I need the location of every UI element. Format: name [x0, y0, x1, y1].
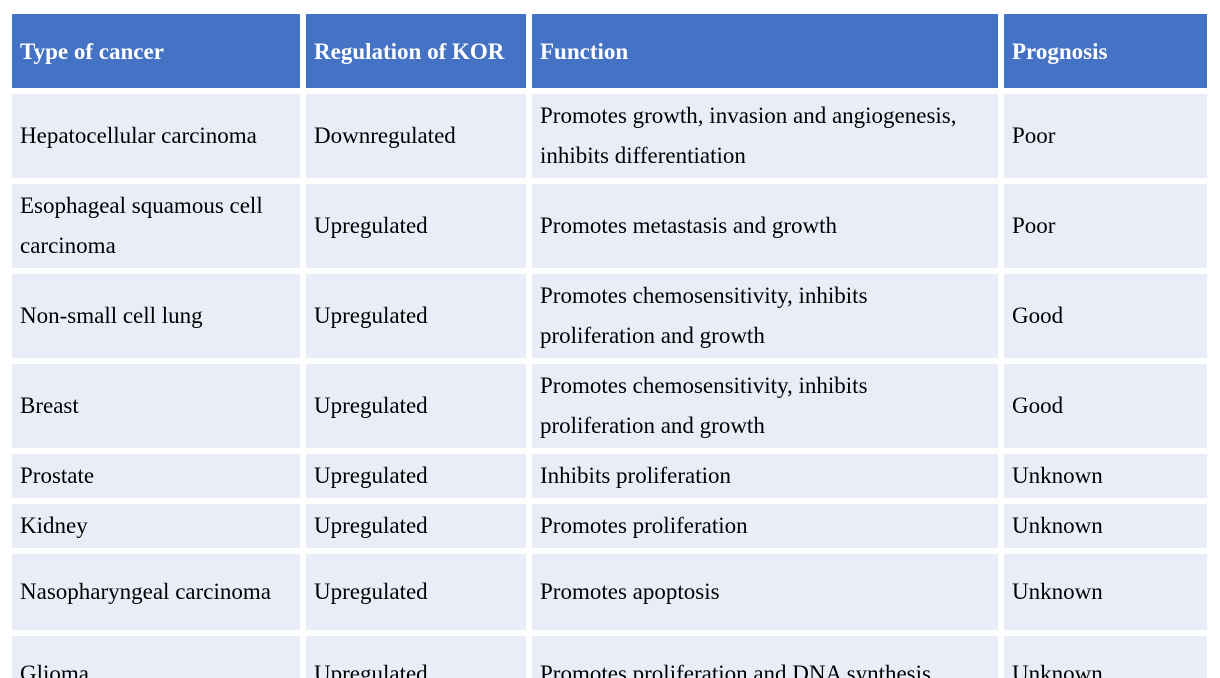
cell-function: Inhibits proliferation: [532, 454, 998, 498]
cell-regulation: Upregulated: [306, 454, 526, 498]
table-row-prostate: Prostate Upregulated Inhibits proliferat…: [12, 454, 1207, 498]
column-header-prognosis: Prognosis: [1004, 14, 1207, 88]
cell-regulation: Downregulated: [306, 94, 526, 178]
table-row-non-small-cell-lung: Non-small cell lung Upregulated Promotes…: [12, 274, 1207, 358]
column-header-function: Function: [532, 14, 998, 88]
cell-prognosis: Unknown: [1004, 454, 1207, 498]
cell-prognosis: Good: [1004, 274, 1207, 358]
column-header-cancer-type: Type of cancer: [12, 14, 300, 88]
table-row-nasopharyngeal: Nasopharyngeal carcinoma Upregulated Pro…: [12, 554, 1207, 630]
cell-function: Promotes metastasis and growth: [532, 184, 998, 268]
column-header-regulation: Regulation of KOR: [306, 14, 526, 88]
cell-function: Promotes chemosensitivity, inhibits prol…: [532, 274, 998, 358]
cell-cancer-type: Glioma: [12, 636, 300, 678]
cell-cancer-type: Non-small cell lung: [12, 274, 300, 358]
table-row-glioma: Glioma Upregulated Promotes proliferatio…: [12, 636, 1207, 678]
table-row-kidney: Kidney Upregulated Promotes proliferatio…: [12, 504, 1207, 548]
cell-regulation: Upregulated: [306, 636, 526, 678]
cell-regulation: Upregulated: [306, 504, 526, 548]
cell-prognosis: Unknown: [1004, 504, 1207, 548]
cell-regulation: Upregulated: [306, 274, 526, 358]
kor-cancer-table: Type of cancer Regulation of KOR Functio…: [6, 8, 1213, 678]
cell-prognosis: Unknown: [1004, 636, 1207, 678]
cell-function: Promotes proliferation and DNA synthesis: [532, 636, 998, 678]
table-row-esophageal: Esophageal squamous cell carcinoma Upreg…: [12, 184, 1207, 268]
cell-cancer-type: Kidney: [12, 504, 300, 548]
cell-cancer-type: Breast: [12, 364, 300, 448]
cell-prognosis: Unknown: [1004, 554, 1207, 630]
kor-cancer-table-wrap: Type of cancer Regulation of KOR Functio…: [6, 8, 1213, 678]
header-row: Type of cancer Regulation of KOR Functio…: [12, 14, 1207, 88]
table-row-hepatocellular: Hepatocellular carcinoma Downregulated P…: [12, 94, 1207, 178]
cell-cancer-type: Nasopharyngeal carcinoma: [12, 554, 300, 630]
cell-regulation: Upregulated: [306, 554, 526, 630]
cell-function: Promotes apoptosis: [532, 554, 998, 630]
cell-cancer-type: Esophageal squamous cell carcinoma: [12, 184, 300, 268]
table-row-breast: Breast Upregulated Promotes chemosensiti…: [12, 364, 1207, 448]
cell-prognosis: Poor: [1004, 184, 1207, 268]
cell-function: Promotes proliferation: [532, 504, 998, 548]
cell-prognosis: Good: [1004, 364, 1207, 448]
cell-cancer-type: Hepatocellular carcinoma: [12, 94, 300, 178]
cell-function: Promotes growth, invasion and angiogenes…: [532, 94, 998, 178]
cell-regulation: Upregulated: [306, 184, 526, 268]
cell-prognosis: Poor: [1004, 94, 1207, 178]
cell-regulation: Upregulated: [306, 364, 526, 448]
cell-function: Promotes chemosensitivity, inhibits prol…: [532, 364, 998, 448]
cell-cancer-type: Prostate: [12, 454, 300, 498]
